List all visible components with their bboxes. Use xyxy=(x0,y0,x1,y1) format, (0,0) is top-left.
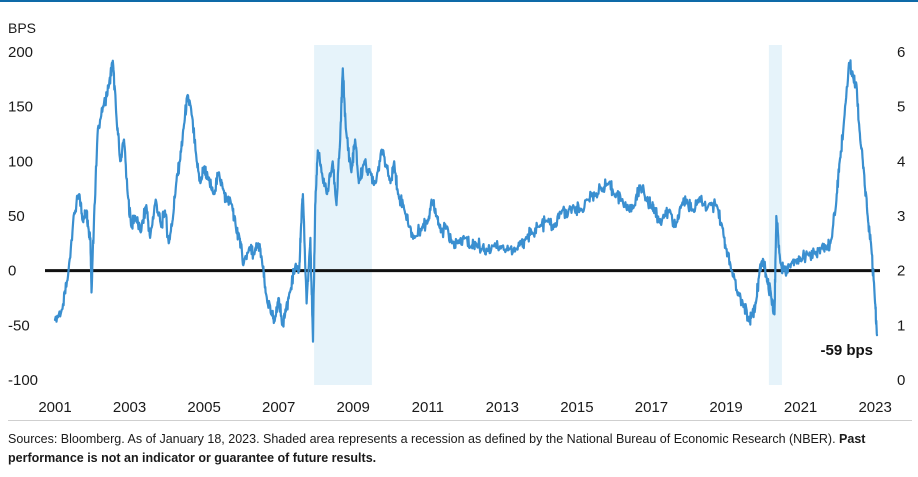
disclaimer-text: Past performance is not an indicator or … xyxy=(8,432,866,465)
x-tick-label: 2001 xyxy=(38,399,71,416)
right-tick-label: 3 xyxy=(897,208,905,225)
left-tick-label: -100 xyxy=(8,372,38,389)
left-tick-label: 50 xyxy=(8,208,25,225)
right-tick-label: 0 xyxy=(897,372,905,389)
x-axis-ticks: 2001 2003 2005 2007 2009 2011 2013 2015 2017 2019… xyxy=(38,399,892,416)
left-tick-label: 150 xyxy=(8,99,33,116)
spread-series-line xyxy=(53,59,879,343)
source-text: Sources: Bloomberg. As of January 18, 20… xyxy=(8,432,836,446)
x-tick-label: 2019 xyxy=(709,399,742,416)
x-tick-label: 2017 xyxy=(635,399,668,416)
source-footnote: Sources: Bloomberg. As of January 18, 20… xyxy=(8,430,908,468)
x-tick-label: 2003 xyxy=(113,399,146,416)
recession-band xyxy=(768,45,782,385)
x-tick-label: 2023 xyxy=(858,399,891,416)
left-tick-label: 0 xyxy=(8,263,16,280)
chart: BPS 200 150 100 50 0 -50 -100 6 5 4 3 2 1 0 2001 2003… xyxy=(8,20,905,416)
recession-band xyxy=(314,45,372,385)
x-tick-label: 2009 xyxy=(337,399,370,416)
footer-divider xyxy=(8,420,912,421)
left-tick-label: -50 xyxy=(8,317,30,334)
x-tick-label: 2007 xyxy=(262,399,295,416)
x-tick-label: 2011 xyxy=(412,399,444,416)
x-tick-label: 2013 xyxy=(486,399,519,416)
x-tick-label: 2015 xyxy=(560,399,593,416)
right-axis-ticks: 6 5 4 3 2 1 0 xyxy=(897,44,905,389)
left-axis-unit-label: BPS xyxy=(8,20,36,36)
right-tick-label: 2 xyxy=(897,263,905,280)
right-tick-label: 4 xyxy=(897,153,905,170)
x-tick-label: 2021 xyxy=(784,399,817,416)
left-tick-label: 200 xyxy=(8,44,33,61)
top-rule xyxy=(0,0,918,2)
recession-bands xyxy=(314,45,782,385)
right-tick-label: 1 xyxy=(897,317,905,334)
x-tick-label: 2005 xyxy=(187,399,220,416)
latest-value-annotation: -59 bps xyxy=(820,342,873,359)
right-tick-label: 5 xyxy=(897,99,905,116)
right-tick-label: 6 xyxy=(897,44,905,61)
left-tick-label: 100 xyxy=(8,153,33,170)
left-axis-ticks: 200 150 100 50 0 -50 -100 xyxy=(8,44,38,389)
